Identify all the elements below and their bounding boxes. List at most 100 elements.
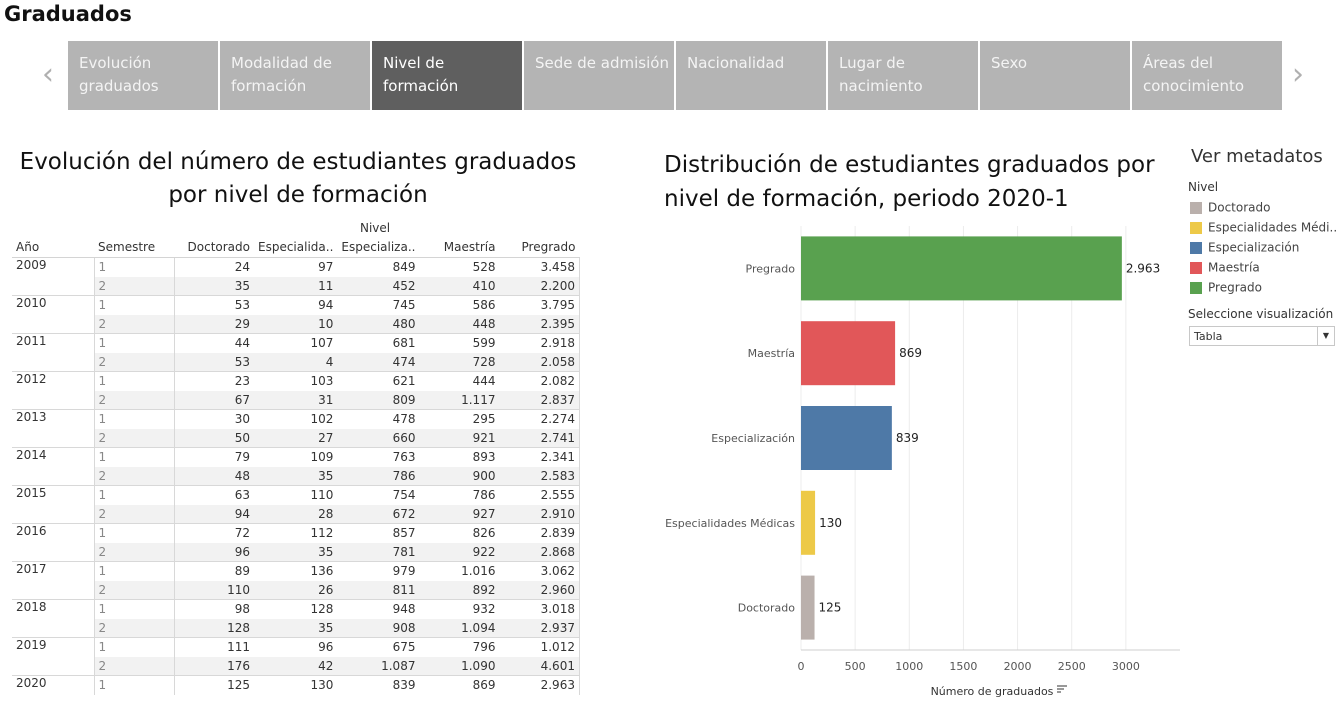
year-cell	[12, 619, 94, 638]
semester-cell: 1	[93, 295, 174, 315]
category-label: Doctorado	[738, 602, 796, 615]
value-cell: 979	[337, 561, 420, 581]
value-cell: 448	[419, 314, 500, 334]
semester-cell: 1	[93, 675, 174, 695]
column-header: Año	[12, 236, 94, 258]
value-cell: 921	[419, 428, 500, 448]
data-label: 2.963	[1126, 261, 1160, 275]
value-cell: 1.016	[419, 561, 500, 581]
viz-select-value: Tabla	[1194, 330, 1223, 343]
tab-label-line2: nacimiento	[839, 77, 923, 95]
year-cell	[12, 657, 94, 676]
value-cell: 3.795	[499, 295, 580, 315]
table-title-line1: Evolución del número de estudiantes grad…	[19, 149, 577, 175]
value-cell: 130	[254, 675, 338, 695]
value-cell: 35	[254, 542, 338, 562]
data-label: 869	[899, 346, 922, 360]
semester-cell: 1	[93, 409, 174, 429]
tab-label-line2: formación	[231, 77, 307, 95]
tab-5[interactable]: Lugar de nacimiento	[828, 41, 978, 110]
data-label: 125	[819, 601, 842, 615]
value-cell: 932	[419, 599, 500, 619]
table-row: 2 110 26 811 892 2.960	[12, 580, 580, 600]
tab-label-line1: Modalidad de	[231, 54, 332, 72]
sort-descending-icon[interactable]	[1057, 685, 1067, 693]
year-cell	[12, 505, 94, 524]
legend-title: Nivel	[1188, 180, 1219, 194]
value-cell: 97	[254, 257, 338, 277]
semester-cell: 2	[93, 542, 174, 562]
semester-cell: 2	[93, 466, 174, 486]
legend-label: Pregrado	[1208, 280, 1262, 295]
value-cell: 23	[173, 371, 254, 391]
value-cell: 528	[419, 257, 500, 277]
semester-cell: 1	[93, 523, 174, 543]
tab-7[interactable]: Áreas del conocimiento	[1132, 41, 1282, 110]
legend-item[interactable]: Maestría	[1190, 260, 1260, 276]
value-cell: 89	[173, 561, 254, 581]
value-cell: 2.910	[499, 504, 580, 524]
table-row: 2011 1 44 107 681 599 2.918	[12, 333, 580, 353]
value-cell: 857	[337, 523, 420, 543]
tab-label-line1: Sede de admisión	[535, 54, 669, 72]
table-row: 2019 1 111 96 675 796 1.012	[12, 637, 580, 657]
table-row: 2009 1 24 97 849 528 3.458	[12, 257, 580, 277]
tab-0[interactable]: Evolución graduados	[68, 41, 218, 110]
value-cell: 2.839	[499, 523, 580, 543]
value-cell: 786	[419, 485, 500, 505]
semester-cell: 2	[93, 276, 174, 296]
value-cell: 839	[337, 675, 420, 695]
tab-1[interactable]: Modalidad de formación	[220, 41, 370, 110]
table-row: 2 35 11 452 410 2.200	[12, 276, 580, 296]
bar	[801, 575, 815, 640]
tab-6[interactable]: Sexo	[980, 41, 1130, 110]
tab-label-line1: Áreas del	[1143, 54, 1214, 72]
value-cell: 2.960	[499, 580, 580, 600]
metadata-link[interactable]: Ver metadatos	[1191, 146, 1323, 167]
value-cell: 796	[419, 637, 500, 657]
value-cell: 3.062	[499, 561, 580, 581]
dropdown-arrow-icon[interactable]: ▼	[1317, 327, 1334, 345]
value-cell: 28	[254, 504, 338, 524]
value-cell: 781	[337, 542, 420, 562]
chart-title-line1: Distribución de estudiantes graduados po…	[664, 152, 1155, 178]
legend-swatch	[1190, 281, 1202, 294]
value-cell: 295	[419, 409, 500, 429]
tab-label-line1: Nivel de	[383, 54, 445, 72]
table-row: 2015 1 63 110 754 786 2.555	[12, 485, 580, 505]
value-cell: 809	[337, 390, 420, 410]
value-cell: 53	[173, 295, 254, 315]
value-cell: 44	[173, 333, 254, 353]
value-cell: 48	[173, 466, 254, 486]
table-title-line2: por nivel de formación	[168, 182, 428, 208]
table-row: 2012 1 23 103 621 444 2.082	[12, 371, 580, 391]
tab-4[interactable]: Nacionalidad	[676, 41, 826, 110]
legend-item[interactable]: Pregrado	[1190, 280, 1262, 296]
viz-select-label: Seleccione visualización	[1188, 307, 1334, 321]
value-cell: 29	[173, 314, 254, 334]
chevron-left-icon[interactable]: ‹	[42, 57, 54, 92]
year-cell: 2020	[12, 675, 94, 695]
tab-3[interactable]: Sede de admisión	[524, 41, 674, 110]
legend-item[interactable]: Especialidades Médi..	[1190, 220, 1337, 236]
semester-cell: 1	[93, 485, 174, 505]
legend-label: Especialización	[1208, 240, 1300, 255]
table-group-header: Nivel	[360, 221, 391, 235]
legend-item[interactable]: Especialización	[1190, 240, 1299, 256]
year-cell	[12, 467, 94, 486]
chevron-right-icon[interactable]: ›	[1292, 57, 1304, 92]
legend-swatch	[1190, 201, 1202, 214]
tab-strip: Evolución graduados Modalidad de formación N…	[68, 41, 1284, 110]
viz-select[interactable]: Tabla ▼	[1189, 326, 1335, 346]
value-cell: 621	[337, 371, 420, 391]
year-cell	[12, 277, 94, 296]
column-header: Especializa..	[337, 236, 420, 258]
semester-cell: 1	[93, 599, 174, 619]
semester-cell: 2	[93, 314, 174, 334]
tab-2[interactable]: Nivel de formación	[372, 41, 522, 110]
value-cell: 681	[337, 333, 420, 353]
table-row: 2020 1 125 130 839 869 2.963	[12, 675, 580, 695]
table-row: 2014 1 79 109 763 893 2.341	[12, 447, 580, 467]
legend-item[interactable]: Doctorado	[1190, 200, 1270, 216]
value-cell: 30	[173, 409, 254, 429]
